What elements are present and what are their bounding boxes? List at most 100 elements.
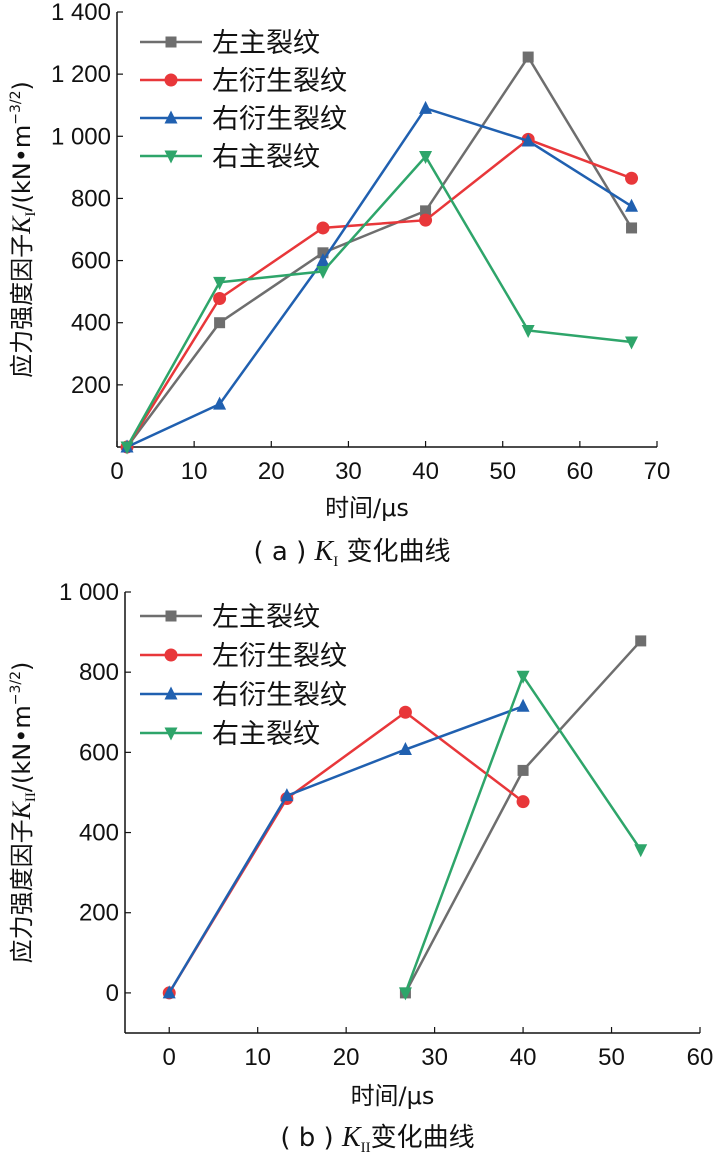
series-line [125, 54, 633, 448]
series-line [168, 710, 524, 994]
x-tick-label: 10 [244, 1044, 271, 1071]
y-axis-label-exponent: −3/2 [8, 671, 24, 705]
figure-caption: ( a ) KI 变化曲线 [254, 536, 451, 570]
x-tick-label: 50 [489, 458, 516, 485]
legend-item: 左主裂纹 [140, 602, 320, 633]
x-tick-label: 60 [567, 458, 594, 485]
y-axis-label-sub: I [23, 212, 39, 217]
data-point [521, 133, 535, 147]
y-axis-label-sub: II [23, 792, 39, 802]
legend-marker [164, 110, 178, 124]
series-line [404, 673, 642, 994]
series-line [125, 137, 632, 448]
data-point [522, 51, 534, 63]
data-point [625, 336, 639, 350]
x-axis-label: 时间/μs [351, 1082, 435, 1110]
y-tick-label: 600 [79, 739, 119, 766]
y-axis-label-close: ) [8, 81, 36, 90]
data-point [398, 742, 412, 756]
x-tick-label: 0 [163, 1044, 176, 1071]
series-1 [399, 635, 647, 999]
y-tick-label: 1 400 [51, 0, 111, 26]
caption-symbol: K [314, 536, 335, 567]
legend-marker [164, 648, 178, 662]
chart-a: 200 400 600 800 1 000 1 200 1 400 0 10 20 30 40 50 60… [7, 0, 670, 570]
data-point [213, 396, 227, 410]
x-tick-label: 40 [510, 1044, 537, 1071]
data-point [517, 764, 529, 776]
legend-marker [165, 36, 177, 48]
data-point [120, 441, 134, 455]
legend-label: 右主裂纹 [212, 142, 320, 173]
x-tick-label: 20 [258, 458, 285, 485]
data-point [214, 317, 226, 329]
legend-label: 左衍生裂纹 [212, 641, 347, 672]
series-3 [162, 698, 530, 999]
series-line [126, 106, 633, 449]
data-point [316, 221, 330, 235]
x-tick-label: 30 [421, 1044, 448, 1071]
data-point [635, 635, 647, 647]
series-line [404, 640, 642, 994]
caption-prefix: ( b ) [280, 1123, 342, 1153]
caption-symbol: K [341, 1122, 362, 1153]
caption-sub: I [333, 554, 338, 570]
y-axis-label-symbol: K [7, 800, 36, 820]
legend-label: 左主裂纹 [212, 28, 320, 59]
data-point [398, 705, 412, 719]
legend-item: 右主裂纹 [140, 719, 320, 750]
legend-label: 右衍生裂纹 [212, 104, 347, 135]
y-axis-label-prefix: 应力强度因子 [8, 234, 36, 378]
legend-item: 右主裂纹 [140, 142, 320, 173]
data-point [419, 150, 433, 164]
data-point [634, 844, 648, 858]
y-tick-label: 1 000 [51, 123, 111, 150]
y-tick-label: 200 [71, 372, 111, 399]
x-tick-label: 10 [181, 458, 208, 485]
data-point [420, 205, 432, 217]
caption-suffix: 变化曲线 [338, 537, 450, 567]
legend-item: 右衍生裂纹 [140, 680, 347, 711]
data-point [516, 670, 530, 684]
series-3 [120, 100, 639, 453]
legend-label: 右衍生裂纹 [212, 680, 347, 711]
y-axis-label: 应力强度因子KII/(kN•m−3/2) [7, 662, 39, 964]
legend-item: 左衍生裂纹 [140, 66, 347, 97]
y-axis-label-unit: /(kN•m [8, 125, 36, 212]
x-tick-label: 60 [687, 1044, 714, 1071]
y-tick-label: 600 [71, 248, 111, 275]
legend-label: 右主裂纹 [212, 719, 320, 750]
data-point [419, 213, 433, 227]
legend-label: 左衍生裂纹 [212, 66, 347, 97]
x-tick-label: 70 [644, 458, 671, 485]
series-line [125, 154, 632, 448]
y-tick-label: 1 200 [51, 61, 111, 88]
caption-prefix: ( a ) [254, 537, 315, 567]
x-axis-label: 时间/μs [325, 494, 409, 522]
legend-label: 左主裂纹 [212, 602, 320, 633]
data-point [419, 100, 433, 114]
data-point [162, 985, 176, 999]
series-2 [120, 132, 639, 454]
data-point [625, 198, 639, 212]
data-point [213, 276, 227, 290]
y-tick-label: 1 000 [59, 579, 119, 606]
y-axis-label-symbol: K [7, 215, 36, 235]
legend-marker [164, 150, 178, 164]
legend-item: 左主裂纹 [140, 28, 320, 59]
figure-caption: ( b ) KII变化曲线 [280, 1122, 474, 1156]
data-point [280, 788, 294, 802]
legend-marker [165, 610, 177, 622]
x-tick-label: 40 [412, 458, 439, 485]
data-point [516, 795, 530, 809]
x-tick-label: 0 [110, 458, 123, 485]
y-tick-label: 400 [71, 310, 111, 337]
legend-marker [164, 686, 178, 700]
y-axis-label: 应力强度因子KI/(kN•m−3/2) [7, 81, 39, 378]
y-tick-label: 0 [106, 980, 119, 1007]
legend-item: 左衍生裂纹 [140, 641, 347, 672]
chart-b: 0 200 400 600 800 1 000 0 10 20 30 40 50 60 时间/μs 应力强度… [7, 579, 713, 1156]
